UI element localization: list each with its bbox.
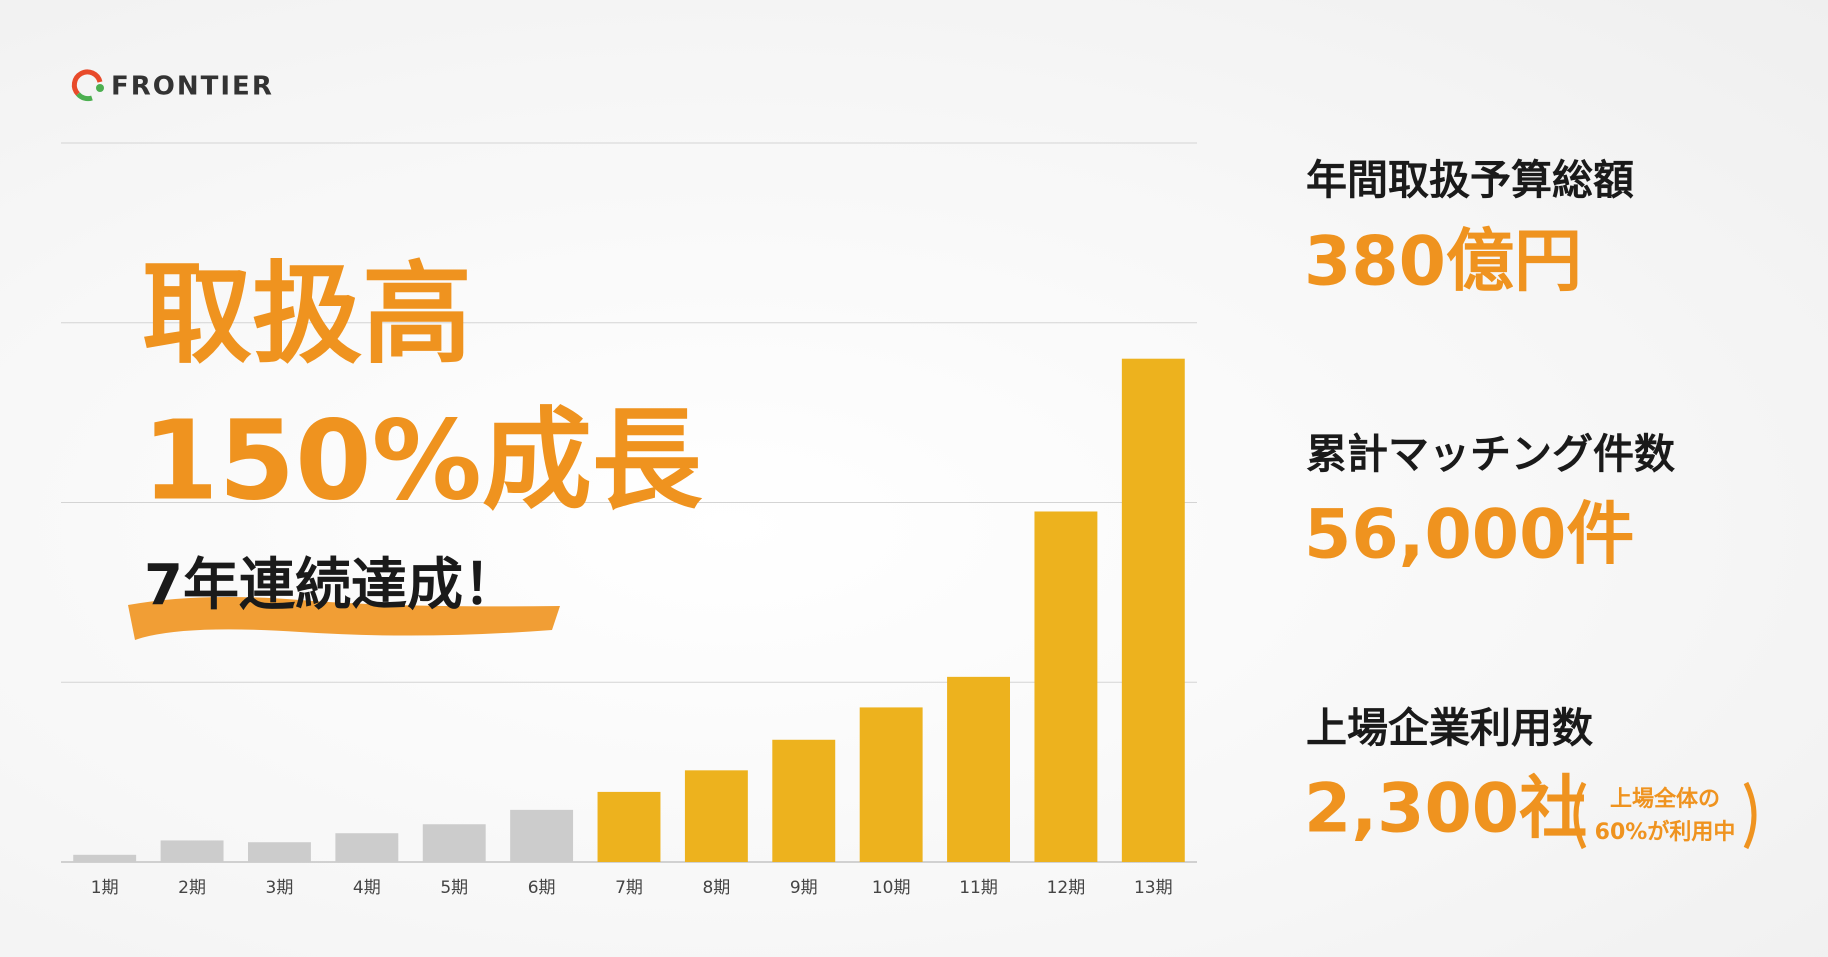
x-tick-label: 1期 <box>91 878 119 898</box>
paren <box>1743 781 1757 850</box>
bar <box>947 676 1010 862</box>
x-tick-label: 9期 <box>790 878 818 898</box>
bar <box>597 791 661 862</box>
headline-sub: 7年連続達成！ <box>144 553 519 618</box>
x-tick-label: 2期 <box>178 878 206 898</box>
x-tick-label: 5期 <box>440 878 468 898</box>
bar <box>1034 511 1098 862</box>
bar <box>73 854 137 862</box>
stat-value: 380億円 <box>1304 223 1582 302</box>
stat-note: 上場全体の <box>1610 786 1720 812</box>
x-tick-label: 4期 <box>353 878 381 898</box>
bar <box>248 842 311 862</box>
headline: 取扱高 <box>142 250 472 378</box>
plot: 1期 2期 3期 4期 5期 6期 7期 8期 9期 10期 11期 12期 13期 <box>61 142 1197 898</box>
bar <box>772 739 836 862</box>
x-tick-label: 11期 <box>959 878 998 898</box>
x-tick-label: 3期 <box>266 878 294 898</box>
stat-value: 2,300社 <box>1304 770 1587 849</box>
bar <box>160 840 224 862</box>
logo-text: FRONTIER <box>111 72 274 102</box>
bar <box>1121 358 1185 862</box>
bar <box>510 809 574 862</box>
bar <box>684 770 748 862</box>
bar <box>422 824 486 862</box>
stat-value: 56,000件 <box>1304 496 1634 575</box>
logo-dot <box>96 84 104 92</box>
logo-mark <box>71 69 103 96</box>
logo: FRONTIER <box>71 69 274 102</box>
brush-stroke <box>128 596 560 640</box>
paren <box>1573 781 1587 850</box>
bar <box>859 707 923 862</box>
logo-mark <box>76 92 93 102</box>
x-tick-label: 7期 <box>615 878 643 898</box>
stat-label: 累計マッチング件数 <box>1306 430 1675 478</box>
x-tick-label: 12期 <box>1047 878 1086 898</box>
x-tick-label: 13期 <box>1134 878 1173 898</box>
stat-label: 上場企業利用数 <box>1306 704 1593 752</box>
stat-label: 年間取扱予算総額 <box>1306 156 1634 204</box>
x-tick-label: 8期 <box>702 878 730 898</box>
bar <box>335 833 399 862</box>
x-tick-label: 10期 <box>872 878 911 898</box>
stat-note: 60%が利用中 <box>1595 819 1736 845</box>
x-tick-label: 6期 <box>528 878 556 898</box>
headline: 150%成長 <box>142 396 703 524</box>
